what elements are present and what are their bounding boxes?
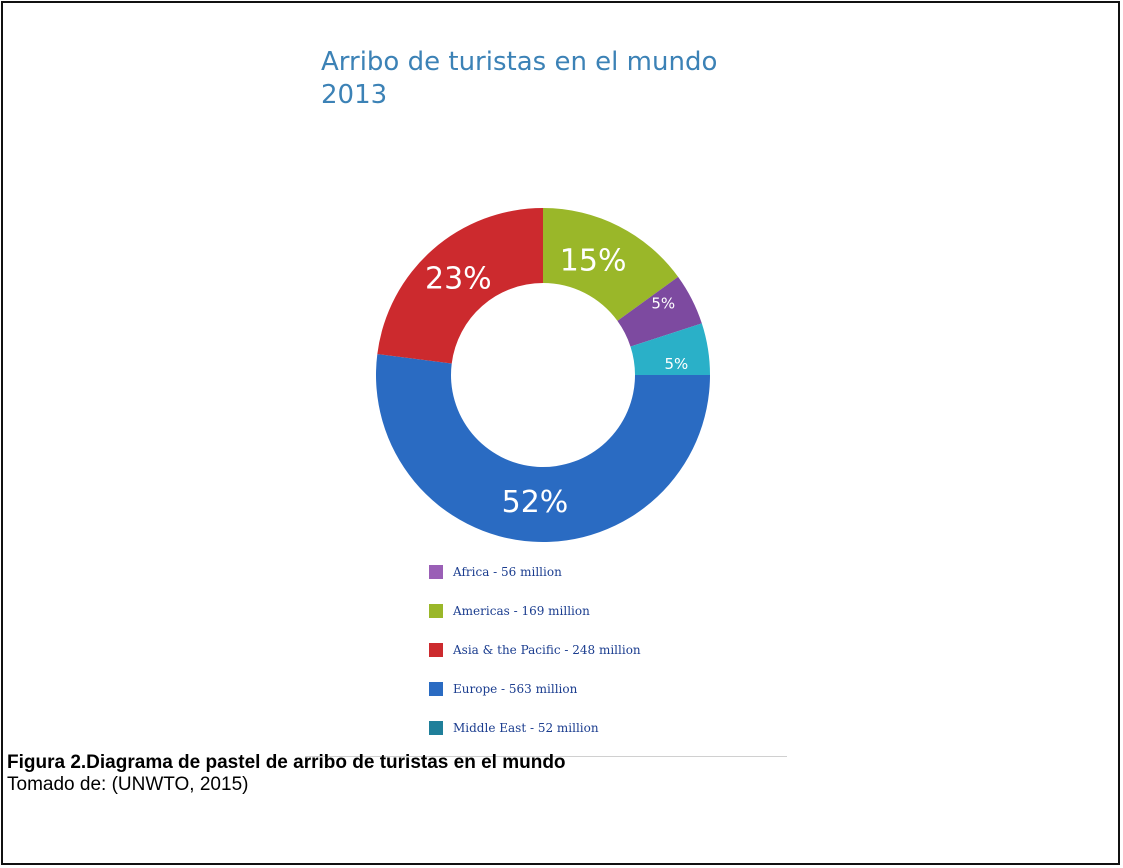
legend-label: Africa - 56 million [453, 565, 562, 579]
figure-caption: Figura 2.Diagrama de pastel de arribo de… [7, 752, 566, 796]
legend-swatch [429, 604, 443, 618]
donut-slice-africa [617, 276, 702, 347]
caption-source: Tomado de: (UNWTO, 2015) [7, 774, 249, 795]
donut-slice-europe [376, 354, 710, 542]
legend-item: Asia & the Pacific - 248 million [429, 640, 759, 660]
legend-label: Middle East - 52 million [453, 721, 599, 735]
donut-slice-americas [543, 208, 679, 321]
legend-label: Asia & the Pacific - 248 million [453, 643, 641, 657]
legend-item: Middle East - 52 million [429, 718, 759, 738]
legend-swatch [429, 643, 443, 657]
donut-chart: 15% 5% 5% 52% 23% [376, 208, 710, 542]
slice-label-middle-east: 5% [664, 355, 688, 373]
chart-title: Arribo de turistas en el mundo 2013 [321, 47, 718, 110]
caption-title: Figura 2.Diagrama de pastel de arribo de… [7, 752, 566, 773]
donut-slice-middle-east [630, 323, 710, 375]
legend-swatch [429, 565, 443, 579]
legend-swatch [429, 721, 443, 735]
slice-label-africa: 5% [651, 295, 675, 313]
legend-item: Europe - 563 million [429, 679, 759, 699]
slice-label-europe: 52% [502, 485, 569, 520]
legend-swatch [429, 682, 443, 696]
legend-item: Americas - 169 million [429, 601, 759, 621]
donut-slice-asia-the-pacific [377, 208, 543, 364]
legend-label: Americas - 169 million [453, 604, 590, 618]
slice-label-asia-the-pacific: 23% [425, 261, 492, 296]
legend-label: Europe - 563 million [453, 682, 578, 696]
chart-figure: Arribo de turistas en el mundo 2013 15% 5… [305, 38, 787, 757]
legend-item: Africa - 56 million [429, 562, 759, 582]
slice-label-americas: 15% [560, 243, 627, 278]
